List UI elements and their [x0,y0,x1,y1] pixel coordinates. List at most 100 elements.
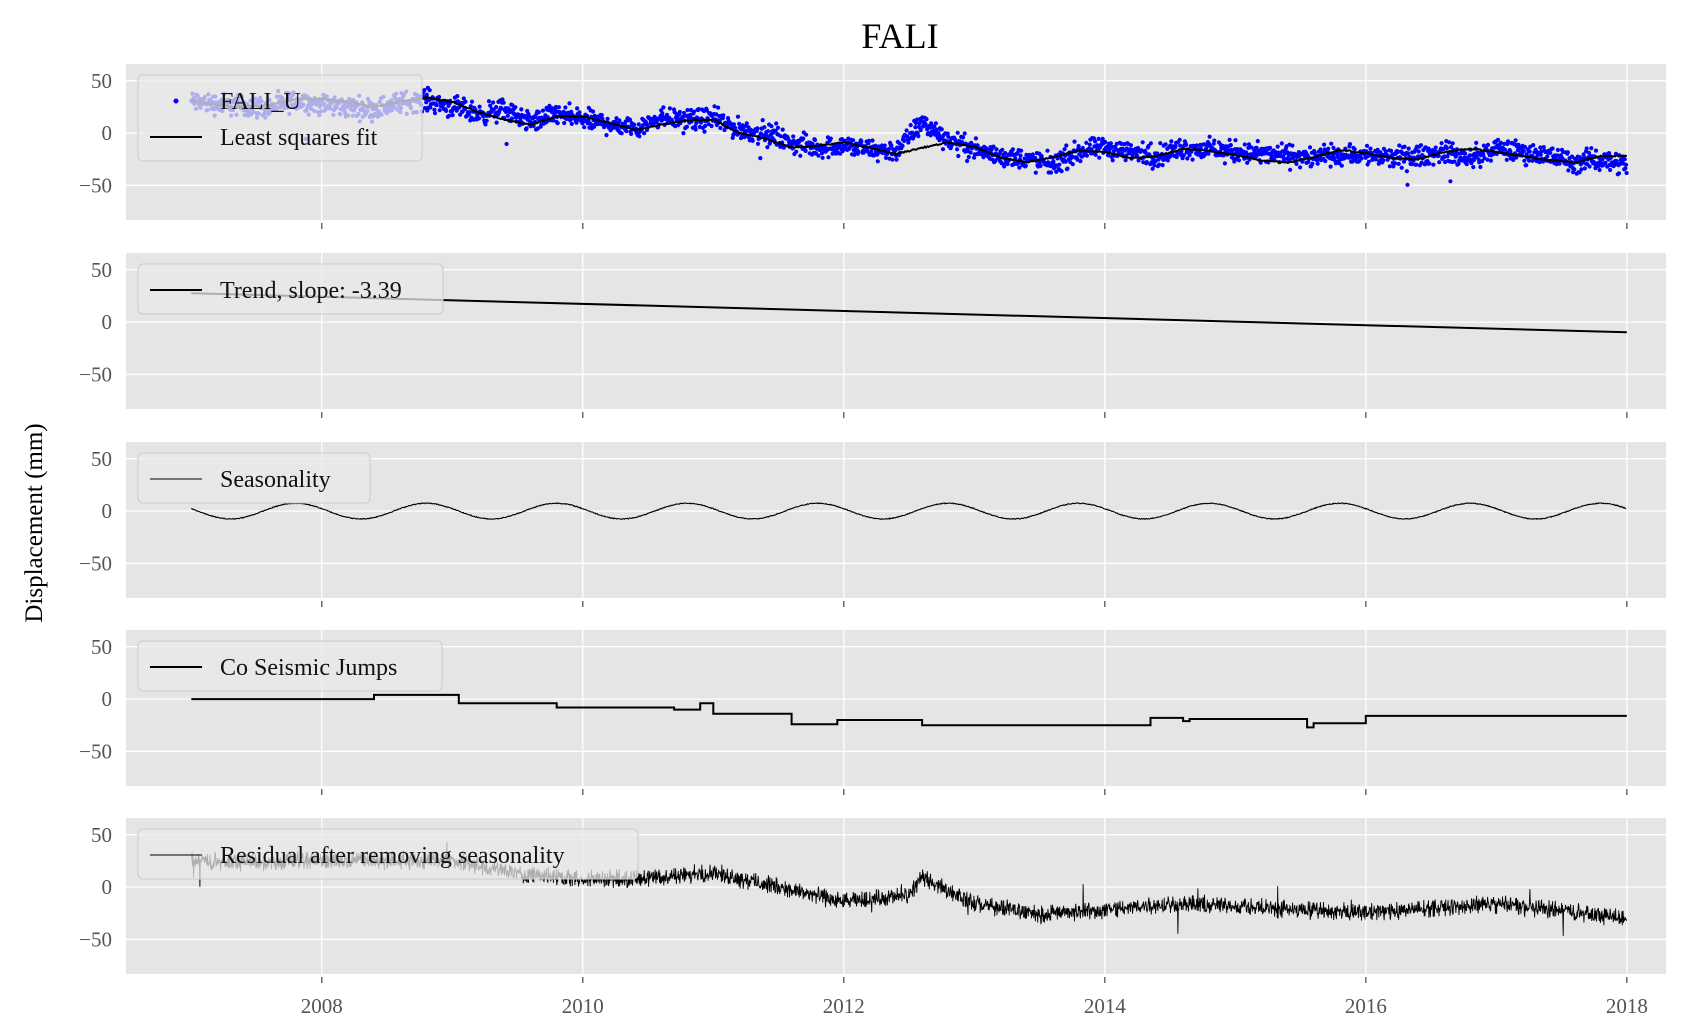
data-point [1103,139,1108,144]
data-point [1373,157,1378,162]
data-point [1452,159,1457,164]
data-point [552,111,557,116]
data-point [1084,153,1089,158]
data-point [432,107,437,112]
panel-observations: −50 0 50 FALI_U Least squares fit [79,64,1666,229]
data-point [760,118,765,123]
data-point [1158,141,1163,146]
data-point [1255,139,1260,144]
data-point [667,106,673,111]
data-point [427,88,432,93]
data-point [918,127,923,133]
data-point [1329,141,1334,146]
data-point [1488,158,1493,163]
data-point [716,105,721,110]
data-point [794,149,799,154]
data-point [1600,157,1605,162]
data-point [1110,158,1115,163]
data-point [762,125,767,130]
data-point [1495,137,1501,142]
data-point [1557,161,1562,166]
data-point [1464,162,1469,167]
data-point [1513,138,1518,143]
panels: −50 0 50 FALI_U Least squares fit −50 0 50 Trend… [79,64,1666,1018]
data-point [913,125,918,130]
data-point [624,129,629,134]
data-point [1135,145,1141,151]
data-point [908,123,913,128]
data-point [1522,158,1527,163]
data-point [1524,163,1529,168]
data-point [1190,157,1195,162]
data-point [1000,147,1005,152]
data-point [1269,153,1274,158]
data-point [444,108,449,113]
data-point [890,157,895,162]
data-point [1521,149,1526,154]
data-point [1038,163,1043,168]
y-tick-label: 0 [102,499,113,523]
data-point [694,121,699,126]
data-point [993,158,998,164]
data-point [1323,158,1328,164]
data-point [1364,143,1370,148]
data-point [1160,163,1165,168]
series-seasonality [190,502,1627,521]
data-point [1399,165,1404,170]
data-point [1505,139,1511,144]
data-point [1593,148,1599,153]
data-point [1119,141,1124,146]
legend-label: Residual after removing seasonality [220,843,565,869]
data-point [1448,145,1454,150]
data-point [1173,144,1178,149]
data-point [1093,152,1098,157]
data-point [1064,143,1069,148]
data-point [1522,144,1528,150]
data-point [1233,138,1238,143]
data-point [780,127,785,132]
series-layer [190,502,1627,521]
data-point [592,124,597,129]
data-point [1433,145,1438,150]
data-point [733,125,738,130]
data-point [1608,167,1613,173]
data-point [619,131,624,136]
data-point [1418,143,1424,148]
legend: Residual after removing seasonality [137,828,639,880]
data-point [632,122,637,127]
plot-background [126,442,1666,598]
data-point [828,136,833,141]
data-point [712,104,717,109]
data-point [504,141,509,147]
data-point [1328,164,1333,169]
data-point [812,137,818,143]
data-point [1538,145,1543,150]
legend-box [137,828,639,880]
data-point [1048,170,1054,175]
data-point [1242,142,1247,147]
data-point [1352,147,1357,152]
data-point [437,108,442,113]
data-point [900,143,905,148]
data-point [744,121,749,126]
data-point [960,135,966,140]
data-point [798,153,803,158]
data-point [428,105,433,110]
data-point [1481,152,1486,157]
data-point [851,138,856,143]
data-point [1275,144,1280,149]
data-point [1397,143,1402,148]
data-point [1548,150,1553,155]
data-point [693,127,698,132]
data-point [1541,145,1546,150]
y-axis-label: Displacement (mm) [21,423,48,622]
y-tick-label: 50 [91,258,112,282]
data-point [973,136,979,141]
data-point [1550,146,1555,151]
data-point [533,114,538,119]
data-point [555,121,560,126]
data-point [962,131,967,136]
data-point [1207,134,1212,139]
data-point [1100,136,1105,141]
data-point [1404,169,1409,174]
